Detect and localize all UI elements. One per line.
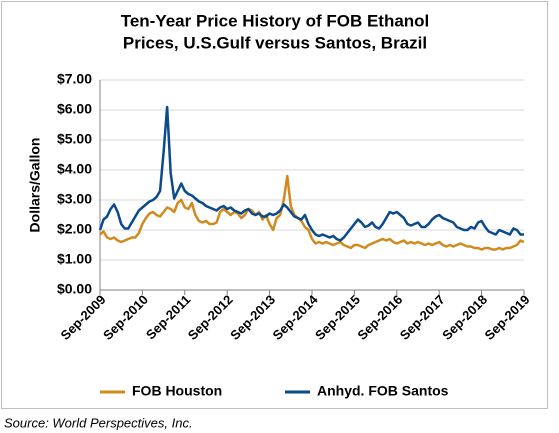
chart-title: Prices, U.S.Gulf versus Santos, Brazil bbox=[123, 33, 427, 52]
y-tick-label: $3.00 bbox=[57, 191, 92, 207]
x-tick-label: Sep-2009 bbox=[58, 292, 109, 343]
series-line bbox=[98, 105, 524, 242]
source: Source: World Perspectives, Inc. bbox=[4, 415, 193, 430]
x-tick-label: Sep-2010 bbox=[100, 292, 151, 343]
chart-frame bbox=[1, 1, 548, 409]
y-tick-label: $6.00 bbox=[57, 101, 92, 117]
y-tick-label: $7.00 bbox=[57, 71, 92, 87]
y-axis-label: Dollars/Gallon bbox=[27, 138, 43, 233]
x-tick-label: Sep-2017 bbox=[397, 292, 448, 343]
x-tick-label: Sep-2019 bbox=[482, 292, 533, 343]
y-tick-label: $5.00 bbox=[57, 131, 92, 147]
y-tick-label: $1.00 bbox=[57, 251, 92, 267]
x-tick-label: Sep-2012 bbox=[185, 292, 236, 343]
x-tick-label: Sep-2015 bbox=[312, 292, 363, 343]
y-tick-label: $2.00 bbox=[57, 221, 92, 237]
legend-label: FOB Houston bbox=[132, 383, 222, 399]
y-tick-label: $0.00 bbox=[57, 281, 92, 297]
legend-label: Anhyd. FOB Santos bbox=[317, 383, 449, 399]
x-tick-label: Sep-2016 bbox=[354, 292, 405, 343]
chart-title: Ten-Year Price History of FOB Ethanol bbox=[121, 11, 430, 30]
x-tick-label: Sep-2014 bbox=[270, 291, 322, 343]
x-tick-label: Sep-2011 bbox=[143, 292, 193, 342]
x-tick-label: Sep-2018 bbox=[439, 292, 490, 343]
y-tick-label: $4.00 bbox=[57, 161, 92, 177]
series-line bbox=[99, 174, 525, 251]
x-tick-label: Sep-2013 bbox=[227, 292, 278, 343]
